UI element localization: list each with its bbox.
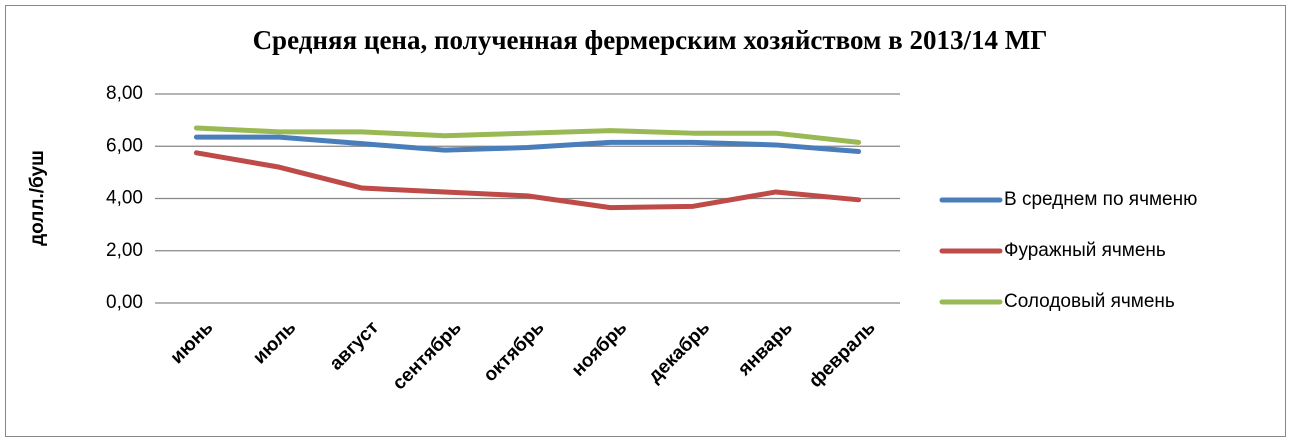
legend-label: Фуражный ячмень [1004,240,1166,261]
chart-border [5,5,1286,437]
chart-title: Средняя цена, полученная фермерским хозя… [253,25,1048,55]
y-tick-label: 2,00 [106,240,143,261]
series-line [193,150,862,211]
y-axis-label: долл./буш [27,150,48,246]
series-line [193,134,862,154]
series-line [193,125,862,145]
y-tick-label: 4,00 [106,188,143,209]
y-tick-label: 0,00 [106,292,143,313]
y-tick-label: 6,00 [106,135,143,156]
legend-label: Солодовый ячмень [1004,291,1175,312]
y-tick-label: 8,00 [106,83,143,104]
legend-label: В среднем по ячменю [1004,189,1197,210]
